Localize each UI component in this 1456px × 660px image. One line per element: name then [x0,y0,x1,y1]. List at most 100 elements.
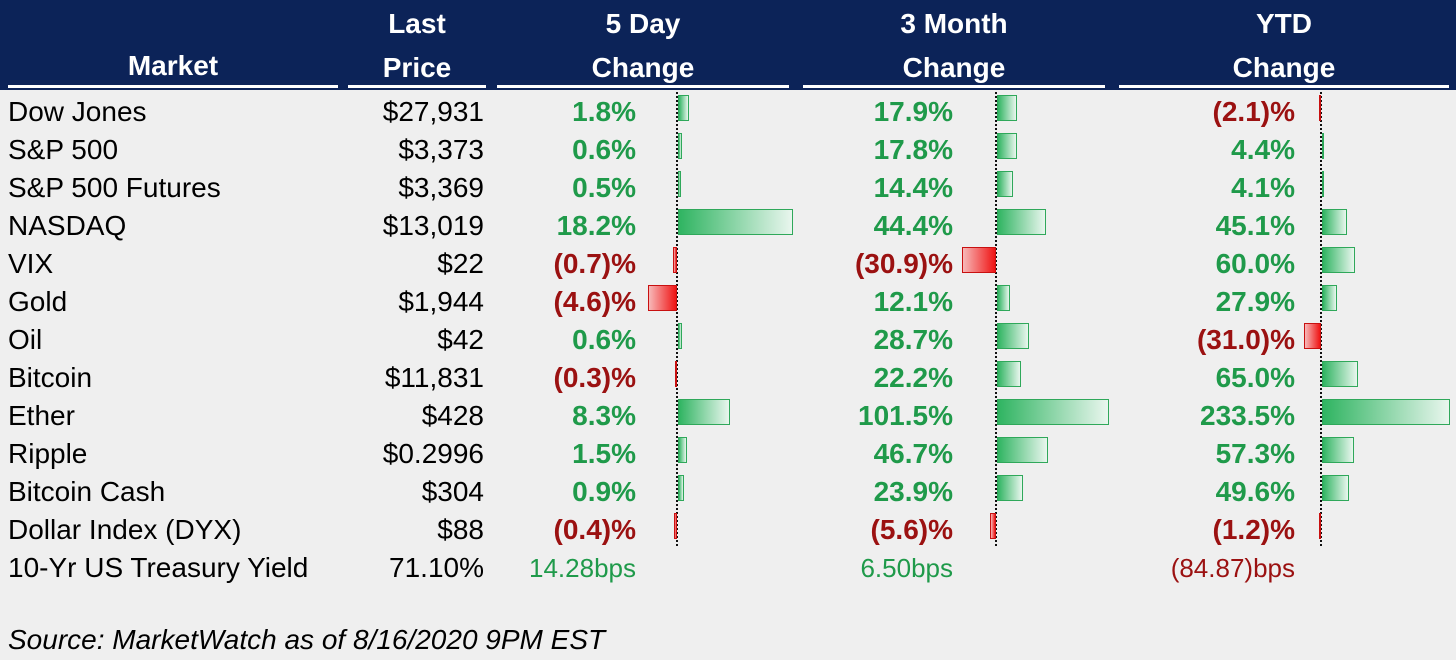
change-d5-bar [678,209,793,235]
change-m3-value: 17.9% [873,96,953,127]
header-5-day-line2: Change [591,52,695,83]
header-5-day: 5 Day Change [497,2,789,88]
change-ytd-value: (2.1)% [1212,96,1295,127]
change-d5-value: (0.7)% [553,248,636,279]
bar-axis-m3 [995,92,997,546]
change-ytd-value: 65.0% [1215,362,1295,393]
row-market-label: Oil [8,324,43,355]
header-price-line1: Last [388,8,446,39]
change-d5-bar [678,95,690,121]
change-m3-value: (5.6)% [870,514,953,545]
treasury-change-d5: 14.28bps [529,553,636,583]
header-3-month-line2: Change [902,52,1006,83]
change-m3-bar [997,361,1022,387]
change-m3-bar [997,95,1017,121]
change-ytd-bar [1322,209,1347,235]
change-d5-value: (0.3)% [553,362,636,393]
change-ytd-bar [1319,95,1321,121]
change-d5-value: (0.4)% [553,514,636,545]
change-m3-bar [997,437,1049,463]
change-d5-value: 1.5% [572,438,636,469]
header-ytd-line2: Change [1232,52,1336,83]
change-ytd-bar [1322,361,1358,387]
table-header: Market Last Price 5 Day Change 3 Month C… [0,0,1456,90]
bar-axis-d5 [676,92,678,546]
header-price-line2: Price [382,52,452,83]
change-ytd-bar [1322,437,1354,463]
row-last-price: $3,373 [398,134,484,165]
change-ytd-value: 49.6% [1215,476,1295,507]
change-d5-bar [675,361,677,387]
row-last-price: $304 [421,476,484,507]
change-m3-value: 23.9% [873,476,953,507]
change-d5-bar [678,399,731,425]
change-m3-bar [962,247,996,273]
change-m3-bar [997,285,1011,311]
change-ytd-bar [1322,399,1451,425]
change-ytd-bar [1322,171,1325,197]
row-market-label: Dow Jones [8,96,147,127]
row-market-label: Bitcoin Cash [8,476,166,507]
change-d5-bar [672,247,677,273]
change-m3-bar [997,475,1024,501]
header-5-day-underline [497,85,789,88]
change-ytd-value: 27.9% [1215,286,1295,317]
header-3-month-line1: 3 Month [900,8,1008,39]
change-m3-value: 101.5% [858,400,953,431]
header-price-underline [348,85,486,88]
row-market-label: NASDAQ [8,210,127,241]
change-d5-bar [678,323,682,349]
change-m3-bar [989,513,996,539]
change-ytd-value: 57.3% [1215,438,1295,469]
change-ytd-bar [1322,247,1355,273]
row-market-label: Ether [8,400,75,431]
row-market-label: Dollar Index (DYX) [8,514,242,545]
change-d5-value: 0.6% [572,324,636,355]
header-3-month-underline [803,85,1105,88]
change-m3-bar [997,399,1109,425]
change-ytd-bar [1319,513,1321,539]
header-market-label: Market [127,50,219,81]
change-d5-bar [674,513,677,539]
change-d5-value: 0.9% [572,476,636,507]
change-d5-bar [678,475,684,501]
change-d5-value: 18.2% [556,210,636,241]
change-d5-value: 8.3% [572,400,636,431]
change-ytd-value: 45.1% [1215,210,1295,241]
change-ytd-bar [1322,475,1350,501]
change-m3-value: 17.8% [873,134,953,165]
change-m3-value: (30.9)% [854,248,953,279]
treasury-price: 71.10% [389,552,484,583]
change-ytd-bar [1303,323,1321,349]
change-m3-value: 28.7% [873,324,953,355]
change-ytd-value: 4.4% [1231,134,1295,165]
change-d5-bar [648,285,677,311]
row-last-price: $11,831 [384,362,484,393]
change-d5-value: 0.5% [572,172,636,203]
change-m3-bar [997,133,1017,159]
row-last-price: $88 [437,514,484,545]
row-last-price: $0.2996 [382,438,484,469]
row-market-label: Ripple [8,438,88,469]
row-market-label: S&P 500 Futures [8,172,221,203]
change-m3-value: 46.7% [873,438,953,469]
change-ytd-value: 4.1% [1231,172,1295,203]
header-last-price: Last Price [348,2,486,88]
row-last-price: $428 [421,400,484,431]
source-note: Source: MarketWatch as of 8/16/2020 9PM … [8,624,606,655]
row-market-label: Bitcoin [8,362,93,393]
bar-axis-ytd [1320,92,1322,546]
header-ytd-underline [1119,85,1449,88]
row-last-price: $27,931 [382,96,484,127]
row-market-label: S&P 500 [8,134,119,165]
header-ytd: YTD Change [1119,2,1449,88]
row-last-price: $13,019 [382,210,484,241]
header-3-month: 3 Month Change [803,2,1105,88]
row-market-label: Gold [8,286,68,317]
change-m3-value: 14.4% [873,172,953,203]
treasury-change-ytd: (84.87)bps [1170,553,1295,583]
change-d5-value: 0.6% [572,134,636,165]
change-m3-bar [997,209,1046,235]
header-5-day-line1: 5 Day [605,8,681,39]
row-last-price: $42 [437,324,484,355]
